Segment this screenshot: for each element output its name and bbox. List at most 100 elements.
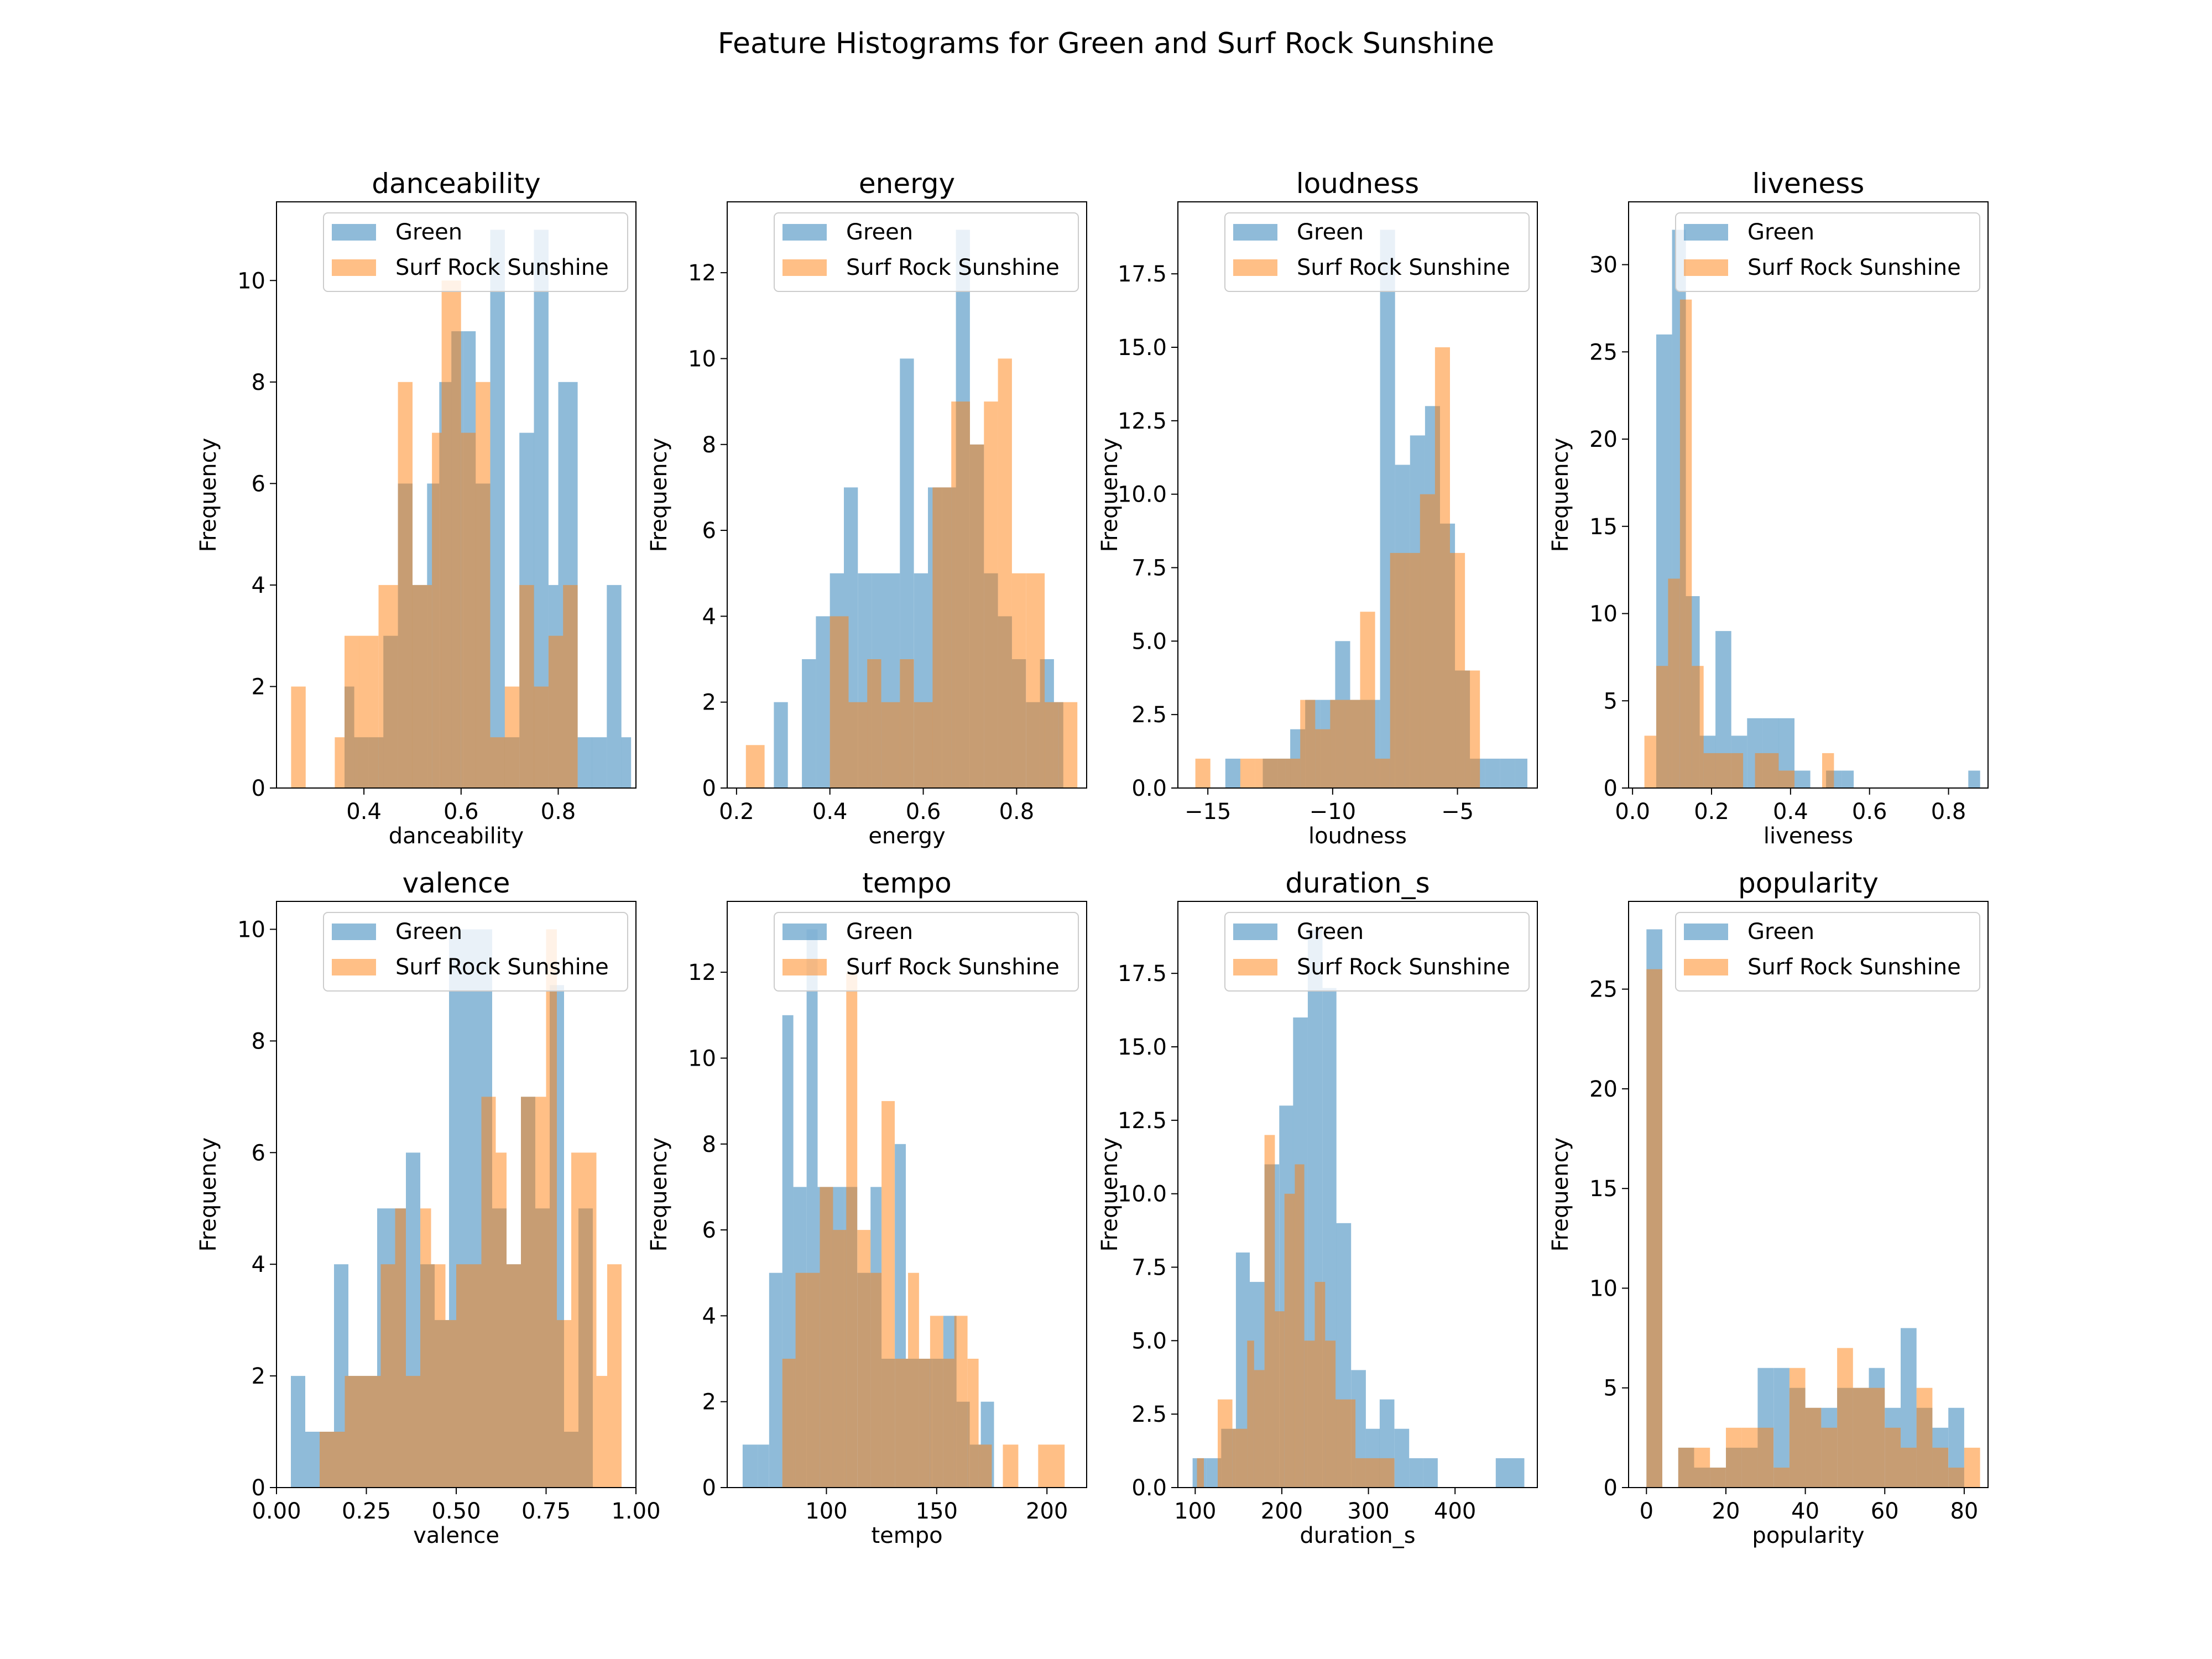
y-tick-label: 5 <box>1604 1376 1618 1401</box>
histogram-bar <box>476 382 491 788</box>
histogram-bar <box>370 1376 381 1488</box>
x-tick-label: 0.4 <box>346 799 382 825</box>
subplot-title: valence <box>403 867 510 899</box>
y-tick-label: 2 <box>702 1390 716 1415</box>
x-axis-label: loudness <box>1308 823 1407 849</box>
axes-frame <box>276 201 637 789</box>
histogram-bar <box>1295 1164 1305 1488</box>
histogram-bar <box>1757 1427 1774 1488</box>
histogram-bar <box>546 929 557 1488</box>
x-tick-label: −10 <box>1310 799 1356 825</box>
y-tick-label: 5.0 <box>1131 629 1167 654</box>
histogram-bar <box>954 1316 968 1488</box>
x-tick-label: 100 <box>805 1499 847 1524</box>
legend-swatch <box>1684 959 1728 975</box>
histogram-bar <box>919 1359 930 1488</box>
y-tick-label: 20 <box>1589 427 1618 452</box>
histogram-bar <box>504 686 520 788</box>
y-tick-label: 10 <box>688 1046 716 1071</box>
histogram-bar <box>490 737 505 788</box>
histogram-bar <box>582 1152 597 1488</box>
histogram-bar <box>1869 1387 1885 1488</box>
y-tick-label: 25 <box>1589 977 1618 1003</box>
x-tick-label: 400 <box>1434 1499 1476 1524</box>
histogram-bar <box>951 401 970 788</box>
histogram-bar <box>1679 299 1692 788</box>
histogram-bar <box>1314 1282 1326 1488</box>
histogram-bar <box>1731 753 1744 788</box>
legend-label: Surf Rock Sunshine <box>846 954 1060 980</box>
histogram-bar <box>471 1264 482 1488</box>
histogram-bar <box>345 1376 356 1488</box>
histogram-bar <box>359 635 379 788</box>
histogram-bar <box>1390 552 1405 788</box>
histogram-bar <box>1644 735 1656 788</box>
histogram-bar <box>1968 770 1980 788</box>
histogram-bar <box>774 702 788 788</box>
legend-box <box>323 212 628 292</box>
y-tick-label: 4 <box>252 1252 265 1277</box>
histogram-bar <box>1195 758 1211 788</box>
legend-label: Green <box>1297 919 1364 945</box>
histogram-bar <box>1375 758 1390 788</box>
figure-title: Feature Histograms for Green and Surf Ro… <box>718 27 1494 60</box>
histogram-bar <box>1821 1427 1837 1488</box>
histogram-bar <box>607 1264 622 1488</box>
histogram-bar <box>1485 758 1500 788</box>
histogram-bar <box>1423 1458 1438 1488</box>
y-tick-label: 5.0 <box>1131 1328 1167 1354</box>
axes-frame <box>1177 901 1538 1488</box>
histogram-bar <box>356 1376 370 1488</box>
histogram-bar <box>1197 1458 1204 1488</box>
histogram-bar <box>1656 666 1668 788</box>
x-tick-label: 0.4 <box>812 799 848 825</box>
histogram-bar <box>1405 552 1420 788</box>
legend-label: Surf Rock Sunshine <box>1747 954 1961 980</box>
subplot-popularity: 0 20 40 60 80 0 5 10 15 20 25 popularity popularity F… <box>1548 867 1989 1548</box>
histogram-bar <box>1495 1458 1525 1488</box>
x-tick-label: 0.0 <box>1615 799 1650 825</box>
series-Surf Rock Sunshine <box>1197 1135 1395 1488</box>
y-axis-label: Frequency <box>196 438 221 552</box>
histogram-bar <box>870 1272 882 1488</box>
legend-swatch <box>332 924 376 940</box>
x-tick-label: 60 <box>1871 1499 1899 1524</box>
y-tick-label: 2 <box>702 690 716 716</box>
legend-box <box>1675 912 1980 992</box>
histogram-bar <box>914 702 933 788</box>
subplot-title: duration_s <box>1285 867 1430 899</box>
histogram-bar <box>456 1264 471 1488</box>
histogram-bar <box>531 1097 546 1488</box>
histogram-bar <box>742 1444 758 1488</box>
x-tick-label: 0.6 <box>444 799 479 825</box>
legend-label: Surf Rock Sunshine <box>1297 954 1510 980</box>
legend-label: Green <box>846 919 913 945</box>
y-tick-label: 0 <box>702 1475 716 1501</box>
y-tick-label: 12 <box>688 260 716 286</box>
x-tick-label: 300 <box>1347 1499 1389 1524</box>
histogram-bar <box>795 1272 809 1488</box>
y-tick-label: 10 <box>237 917 265 942</box>
legend-label: Surf Rock Sunshine <box>395 954 609 980</box>
histogram-bar <box>769 1272 782 1488</box>
y-tick-label: 10.0 <box>1118 482 1167 508</box>
y-tick-label: 10 <box>1589 602 1618 627</box>
x-tick-label: −15 <box>1185 799 1231 825</box>
y-axis-label: Frequency <box>196 1138 221 1252</box>
histogram-bar <box>1773 1467 1790 1488</box>
legend-label: Green <box>846 220 913 245</box>
histogram-bar <box>1500 758 1515 788</box>
histogram-bar <box>395 1208 406 1488</box>
histogram-bar <box>881 1101 895 1488</box>
legend: Green Surf Rock Sunshine <box>1224 912 1530 992</box>
histogram-bar <box>320 1432 331 1488</box>
legend: Green Surf Rock Sunshine <box>774 212 1079 292</box>
histogram-bar <box>1345 700 1360 788</box>
y-tick-label: 0 <box>702 776 716 801</box>
histogram-bar <box>592 737 607 788</box>
x-tick-label: 100 <box>1174 1499 1216 1524</box>
histogram-bar <box>745 745 765 788</box>
histogram-bar <box>534 686 549 788</box>
histogram-bar <box>577 737 592 788</box>
legend-swatch <box>782 924 827 940</box>
